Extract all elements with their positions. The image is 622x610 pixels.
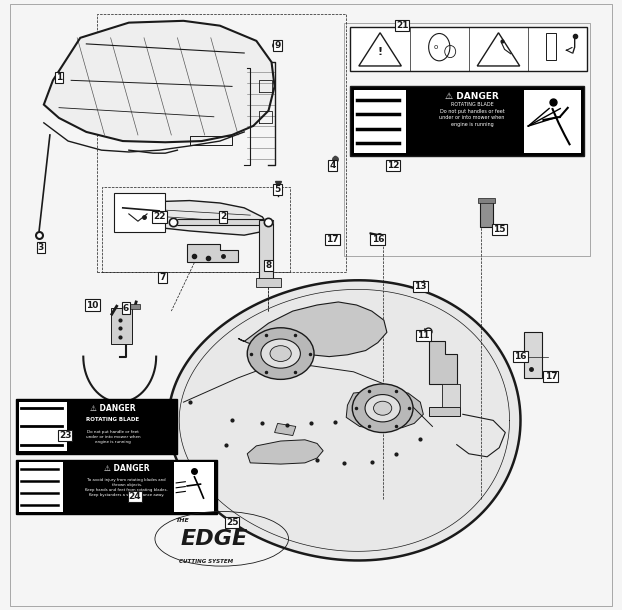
Text: 17: 17 — [544, 372, 557, 381]
Bar — [17, 399, 177, 454]
Text: 13: 13 — [414, 282, 427, 292]
Bar — [114, 193, 165, 232]
Bar — [345, 23, 590, 256]
Text: o: o — [434, 44, 439, 50]
Polygon shape — [187, 244, 238, 262]
Polygon shape — [119, 201, 269, 235]
Text: 3: 3 — [38, 243, 44, 252]
Text: 16: 16 — [371, 235, 384, 244]
Text: !: ! — [378, 48, 383, 57]
Text: 7: 7 — [159, 273, 165, 282]
Polygon shape — [274, 423, 296, 436]
Bar — [97, 13, 346, 271]
Polygon shape — [346, 390, 424, 429]
Text: CUTTING SYSTEM: CUTTING SYSTEM — [179, 559, 233, 564]
Text: 1: 1 — [56, 73, 62, 82]
Text: ROTATING BLADE: ROTATING BLADE — [86, 417, 139, 422]
Text: THE: THE — [175, 518, 189, 523]
Text: 5: 5 — [274, 185, 281, 194]
Polygon shape — [524, 332, 542, 378]
Text: 12: 12 — [387, 161, 399, 170]
Text: 24: 24 — [129, 492, 141, 501]
Text: EDGE: EDGE — [180, 529, 248, 549]
Bar — [478, 198, 495, 203]
Text: 25: 25 — [226, 518, 238, 527]
Ellipse shape — [352, 384, 413, 432]
Polygon shape — [44, 21, 274, 142]
Text: 16: 16 — [514, 352, 527, 361]
Bar — [19, 462, 63, 512]
Bar — [19, 401, 67, 451]
Polygon shape — [128, 304, 140, 309]
Ellipse shape — [374, 401, 392, 415]
Bar — [350, 87, 584, 156]
Bar — [354, 90, 406, 152]
Bar — [101, 187, 290, 271]
Text: 15: 15 — [493, 224, 506, 234]
Ellipse shape — [270, 346, 291, 362]
Polygon shape — [247, 440, 323, 464]
Text: 6: 6 — [123, 304, 129, 312]
Text: 4: 4 — [329, 161, 335, 170]
Text: ⚠ DANGER: ⚠ DANGER — [104, 464, 149, 473]
Text: 2: 2 — [220, 212, 226, 221]
Bar — [350, 27, 587, 71]
Bar — [524, 90, 580, 152]
Polygon shape — [171, 219, 269, 225]
Text: Do not put handle or feet
under or into mower when
engine is running: Do not put handle or feet under or into … — [86, 431, 141, 444]
Text: 21: 21 — [396, 21, 408, 30]
Polygon shape — [169, 280, 521, 561]
Text: 17: 17 — [326, 235, 338, 244]
Bar — [480, 202, 493, 228]
Text: 22: 22 — [153, 212, 165, 221]
Ellipse shape — [247, 328, 314, 379]
Polygon shape — [238, 302, 387, 357]
Ellipse shape — [365, 395, 401, 422]
Ellipse shape — [261, 339, 300, 368]
Text: 11: 11 — [417, 331, 430, 340]
Text: 23: 23 — [59, 431, 72, 440]
Text: 9: 9 — [274, 41, 281, 49]
Bar — [174, 462, 215, 512]
Polygon shape — [429, 407, 460, 415]
Polygon shape — [111, 308, 132, 345]
Text: ⚠ DANGER: ⚠ DANGER — [445, 92, 499, 101]
Polygon shape — [259, 220, 273, 281]
Text: 10: 10 — [86, 301, 99, 309]
Bar — [545, 33, 557, 60]
Polygon shape — [442, 384, 460, 407]
Text: To avoid injury from rotating blades and
thrown objects.
Keep hands and feet fro: To avoid injury from rotating blades and… — [85, 478, 168, 497]
Polygon shape — [256, 278, 281, 287]
Text: ROTATING BLADE
Do not put handles or feet
under or into mower when
engine is run: ROTATING BLADE Do not put handles or fee… — [439, 102, 504, 127]
Text: 8: 8 — [266, 261, 272, 270]
Polygon shape — [429, 342, 457, 384]
Bar — [17, 460, 217, 514]
Text: ⚠ DANGER: ⚠ DANGER — [90, 404, 136, 414]
